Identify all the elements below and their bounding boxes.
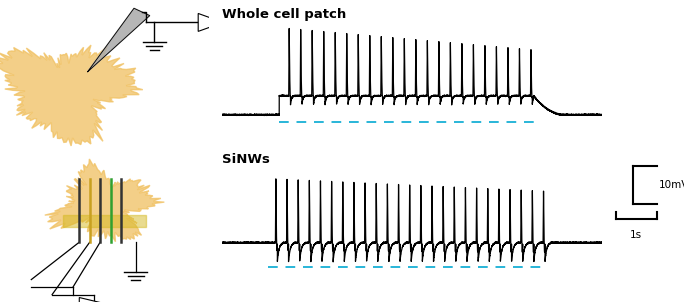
Polygon shape [0, 45, 143, 146]
Polygon shape [79, 297, 111, 302]
Text: Whole cell patch: Whole cell patch [222, 8, 347, 21]
Polygon shape [44, 159, 164, 242]
Polygon shape [88, 8, 150, 72]
Text: 10mV: 10mV [659, 180, 684, 190]
Polygon shape [198, 14, 223, 31]
Text: 1s: 1s [630, 230, 642, 240]
Text: SiNWs: SiNWs [222, 153, 270, 166]
Polygon shape [63, 215, 146, 227]
